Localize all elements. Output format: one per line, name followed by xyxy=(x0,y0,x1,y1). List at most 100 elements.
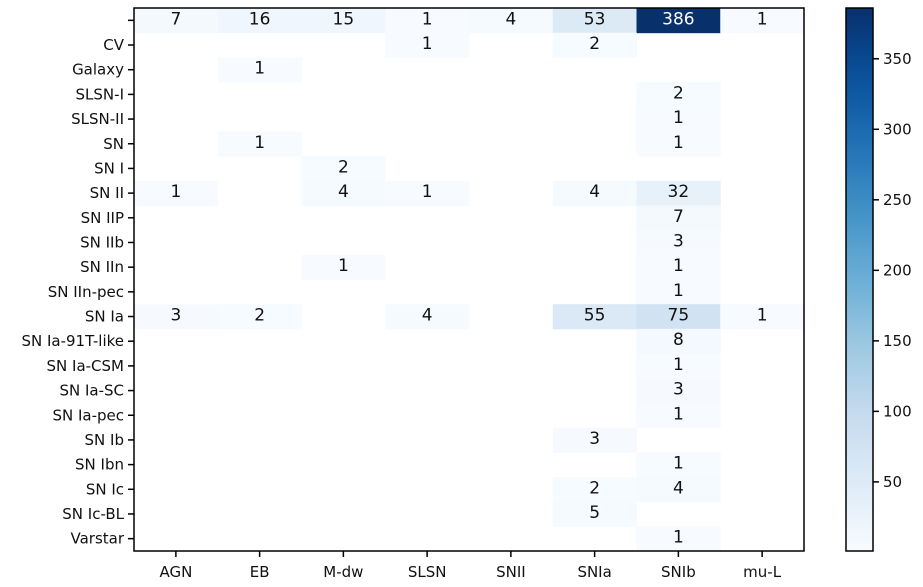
heatmap-cells xyxy=(134,8,805,552)
cell-value-label: 1 xyxy=(422,34,433,54)
cell-value-label: 1 xyxy=(757,306,768,326)
cell-value-label: 4 xyxy=(422,306,433,326)
cell-value-label: 32 xyxy=(668,182,690,202)
colorbar-tick-label: 350 xyxy=(883,50,912,68)
heatmap-cell xyxy=(636,254,721,280)
y-tick-label: SLSN-II xyxy=(71,110,124,128)
colorbar-tick-label: 150 xyxy=(883,332,912,350)
x-tick-label: SNIa xyxy=(577,563,611,581)
y-tick-label: SN Ia-SC xyxy=(59,382,124,400)
heatmap-cell xyxy=(385,304,470,330)
heatmap-cell xyxy=(217,304,302,330)
heatmap-cell xyxy=(552,32,637,58)
y-tick-label: SN IIb xyxy=(80,233,124,251)
cell-value-label: 2 xyxy=(254,306,265,326)
y-tick-label: SN xyxy=(103,135,124,153)
heatmap-cell xyxy=(552,304,637,330)
cell-value-label: 1 xyxy=(254,133,265,153)
heatmap-cell xyxy=(636,279,721,305)
heatmap-cell xyxy=(134,180,219,206)
cell-value-label: 16 xyxy=(249,9,271,29)
cell-value-label: 1 xyxy=(673,528,684,548)
colorbar-tick-label: 100 xyxy=(883,402,912,420)
cell-value-label: 3 xyxy=(673,231,684,251)
cell-value-label: 7 xyxy=(170,9,181,29)
heatmap-cell xyxy=(636,402,721,429)
y-tick-label: CV xyxy=(103,36,124,54)
colorbar: 50 100 150 200 250 300 350 xyxy=(845,7,912,552)
colorbar-frame xyxy=(845,7,874,552)
heatmap-cell xyxy=(720,8,805,34)
y-tick-label: SN Ibn xyxy=(75,456,124,474)
y-tick-label: Galaxy xyxy=(72,61,124,79)
heatmap-cell xyxy=(552,427,637,453)
heatmap-cell xyxy=(636,230,721,256)
cell-value-label: 2 xyxy=(589,478,600,498)
cell-value-label: 1 xyxy=(254,59,265,79)
cell-value-label: 75 xyxy=(668,306,690,326)
heatmap-cell xyxy=(636,378,721,404)
y-tick-label: SN Ic-BL xyxy=(62,505,124,523)
heatmap-cell xyxy=(636,106,721,132)
heatmap-cell xyxy=(636,452,721,478)
cell-value-label: 3 xyxy=(589,429,600,449)
heatmap-cell xyxy=(301,156,386,182)
x-tick-label: AGN xyxy=(159,563,192,581)
heatmap-cell xyxy=(636,304,721,330)
cell-value-label: 1 xyxy=(673,108,684,128)
heatmap-cell xyxy=(469,8,554,34)
cell-value-label: 2 xyxy=(338,157,349,177)
cell-value-label: 1 xyxy=(673,355,684,375)
x-tick-label: EB xyxy=(250,563,270,581)
colorbar-tick-label: 250 xyxy=(883,191,912,209)
heatmap-cell xyxy=(217,131,302,157)
heatmap-cell xyxy=(301,180,386,206)
cell-value-label: 8 xyxy=(673,330,684,350)
heatmap-cell xyxy=(636,82,721,108)
x-tick-label: mu-L xyxy=(743,563,782,581)
heatmap-cell xyxy=(636,8,721,34)
y-tick-label: Varstar xyxy=(70,530,124,548)
y-tick-label: SN Ia-CSM xyxy=(47,357,124,375)
cell-value-label: 1 xyxy=(422,9,433,29)
heatmap-cell xyxy=(552,476,637,503)
cell-value-label: 1 xyxy=(673,256,684,276)
cell-value-label: 3 xyxy=(170,306,181,326)
cell-value-label: 4 xyxy=(589,182,600,202)
heatmap-cell xyxy=(301,8,386,34)
heatmap-cell xyxy=(552,501,637,527)
colorbar-tick-label: 50 xyxy=(883,473,902,491)
cell-value-label: 386 xyxy=(662,9,694,29)
x-tick-label: SLSN xyxy=(408,563,447,581)
y-tick-label: SN Ia-91T-like xyxy=(21,332,124,350)
cell-value-label: 4 xyxy=(338,182,349,202)
colorbar-tick-label: 300 xyxy=(883,120,912,138)
heatmap-cell xyxy=(552,180,637,206)
cell-value-label: 1 xyxy=(673,281,684,301)
cell-value-label: 2 xyxy=(673,83,684,103)
heatmap-cell xyxy=(385,180,470,206)
colorbar-gradient xyxy=(846,8,873,551)
y-tick-label: SN IIP xyxy=(81,209,124,227)
heatmap-cell xyxy=(636,180,721,206)
x-axis: AGN EB M-dw SLSN SNII SNIa SNIb mu-L xyxy=(159,551,782,581)
y-tick-label: SLSN-I xyxy=(76,85,124,103)
cell-value-label: 1 xyxy=(673,454,684,474)
heatmap-cell xyxy=(134,304,219,330)
cell-value-label: 4 xyxy=(673,478,684,498)
y-tick-label: SN IIn-pec xyxy=(48,283,124,301)
cell-value-label: 1 xyxy=(170,182,181,202)
plot-frame xyxy=(133,7,805,552)
y-tick-label: SN I xyxy=(94,159,124,177)
cell-value-label: 1 xyxy=(422,182,433,202)
heatmap-cell xyxy=(552,8,637,34)
cell-value-label: 3 xyxy=(673,380,684,400)
heatmap-cell xyxy=(636,328,721,355)
heatmap-cell xyxy=(385,32,470,58)
y-tick-label: SN Ic xyxy=(86,480,124,498)
x-tick-label: SNII xyxy=(496,563,526,581)
heatmap-cell xyxy=(636,476,721,503)
